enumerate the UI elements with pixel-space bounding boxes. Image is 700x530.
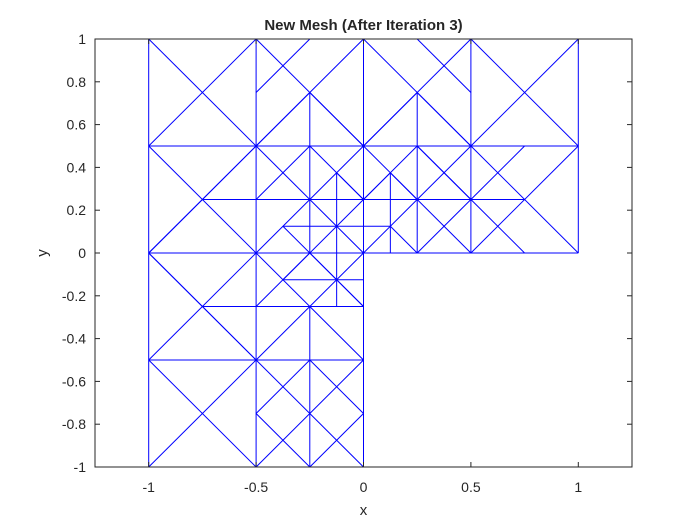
mesh-edge — [148, 359, 257, 468]
y-tick-label: 0.8 — [67, 74, 87, 90]
mesh-edge — [309, 306, 364, 361]
chart-title: New Mesh (After Iteration 3) — [264, 17, 462, 34]
mesh-edge — [148, 38, 257, 147]
mesh-edge — [255, 92, 311, 147]
x-tick-label: 0 — [360, 479, 368, 495]
mesh-edge — [336, 172, 364, 200]
mesh-edge — [416, 145, 472, 200]
mesh-edge — [309, 413, 364, 468]
mesh-edge — [470, 199, 525, 254]
mesh-edge — [309, 92, 364, 147]
mesh-edge — [148, 199, 203, 254]
y-tick-label: 0 — [78, 245, 86, 261]
x-axis-label: x — [360, 502, 368, 519]
mesh-edge — [336, 279, 364, 307]
x-tick-label: 0.5 — [461, 479, 481, 495]
axis-tick-labels: -1 -0.5 0 0.5 1 -1 -0.8 -0.6 -0.4 -0.2 0 0.2 0.4 0.6 0… — [62, 31, 583, 495]
mesh-edge — [255, 38, 311, 93]
axis-ticks — [95, 38, 632, 468]
mesh-edge — [202, 145, 257, 200]
mesh-edge — [363, 92, 418, 147]
y-tick-label: 1 — [78, 31, 86, 47]
mesh-edge — [416, 199, 472, 254]
mesh-edge — [309, 359, 364, 414]
y-tick-label: 0.6 — [67, 117, 87, 133]
mesh-edge — [255, 413, 311, 468]
x-tick-label: -0.5 — [244, 479, 268, 495]
y-tick-label: -0.4 — [62, 331, 86, 347]
mesh-edge — [255, 145, 311, 200]
mesh-edge — [336, 199, 364, 227]
mesh-edge — [389, 225, 418, 254]
mesh-edge — [255, 359, 311, 414]
y-axis-label: y — [34, 249, 51, 257]
mesh-edge — [470, 145, 525, 200]
y-tick-label: -1 — [74, 459, 87, 475]
y-tick-label: -0.6 — [62, 373, 86, 389]
x-tick-label: -1 — [142, 479, 155, 495]
y-tick-label: -0.2 — [62, 288, 86, 304]
mesh-edge — [416, 92, 472, 147]
mesh-edge — [363, 172, 391, 200]
mesh-edge — [148, 252, 203, 307]
mesh-layer — [148, 38, 579, 468]
mesh-edge — [255, 306, 311, 361]
mesh-edge — [389, 172, 418, 200]
y-tick-label: 0.4 — [67, 159, 87, 175]
mesh-edge — [202, 306, 257, 361]
mesh-edge — [470, 38, 579, 147]
mesh-edge — [416, 38, 472, 93]
y-tick-label: 0.2 — [67, 202, 87, 218]
x-tick-label: 1 — [574, 479, 582, 495]
y-tick-label: -0.8 — [62, 416, 86, 432]
mesh-edge — [282, 225, 338, 281]
